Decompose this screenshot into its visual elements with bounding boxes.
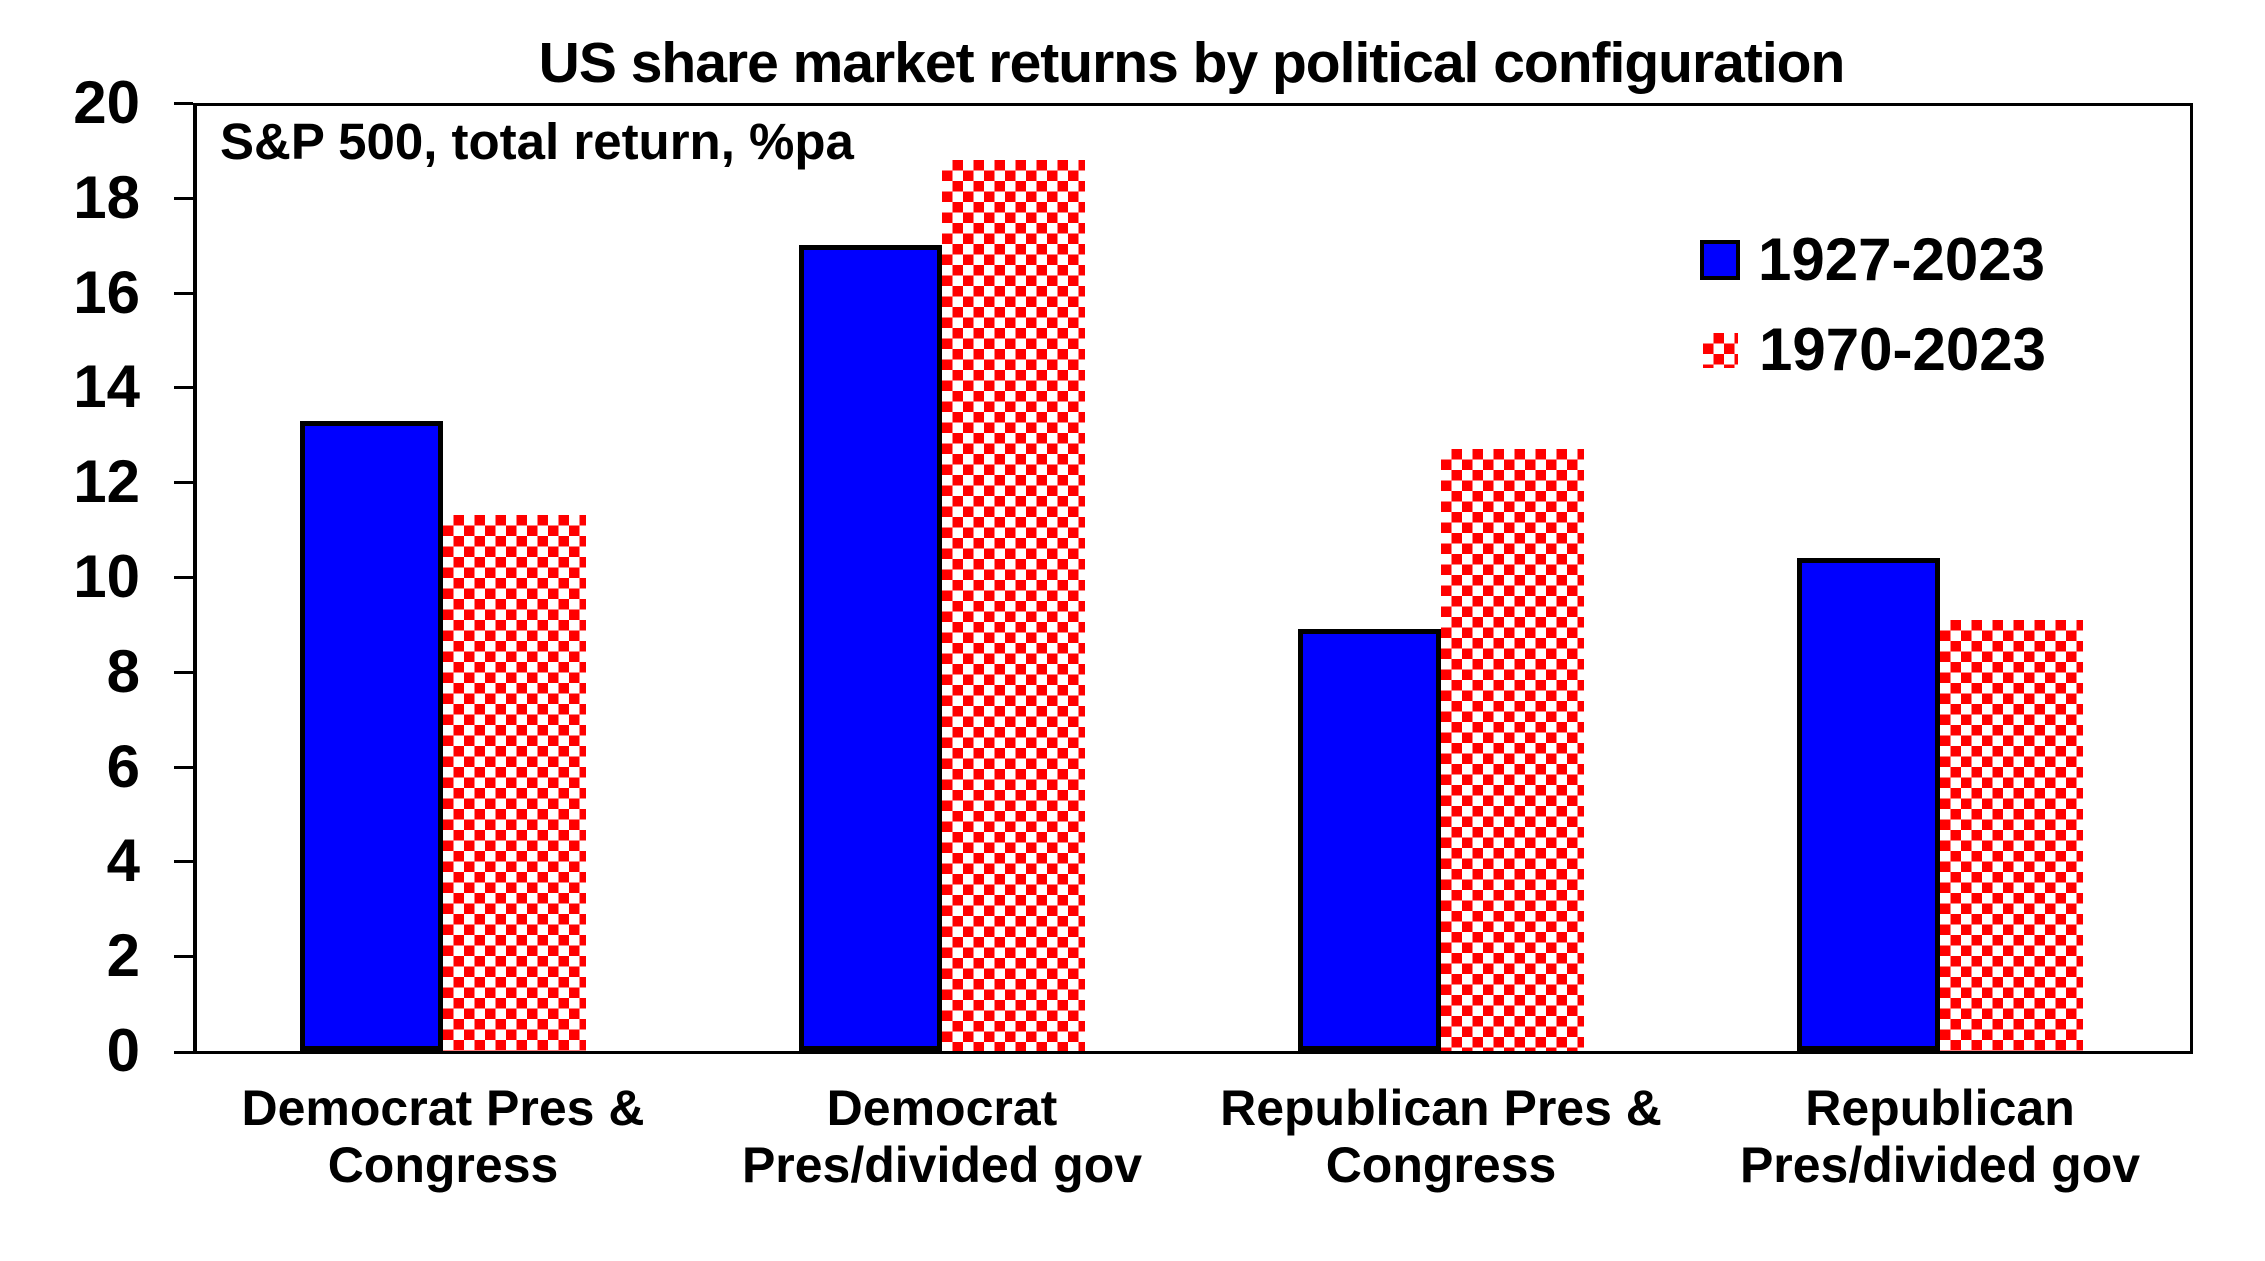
y-tick-label: 0 — [106, 1017, 140, 1084]
x-axis-category-label: Republican Pres & Congress — [1220, 1080, 1662, 1193]
y-tick-mark — [174, 860, 193, 863]
bar-1927-2023-group4 — [1797, 558, 1940, 1051]
bar-1970-2023-group3 — [1441, 449, 1584, 1051]
y-tick-mark — [174, 671, 193, 674]
x-axis-category-label: Republican Pres/divided gov — [1739, 1080, 2141, 1193]
y-tick-label: 6 — [106, 733, 140, 800]
legend-item: 1970-2023 — [1700, 315, 2046, 385]
y-tick-label: 8 — [106, 638, 140, 705]
y-tick-mark — [174, 481, 193, 484]
legend-item: 1927-2023 — [1700, 225, 2045, 295]
y-tick-label: 10 — [73, 543, 140, 610]
legend-label: 1970-2023 — [1759, 316, 2046, 383]
bar-1970-2023-group2 — [942, 160, 1085, 1051]
legend-label: 1927-2023 — [1758, 226, 2045, 293]
y-tick-label: 18 — [73, 164, 140, 231]
bar-1927-2023-group3 — [1298, 629, 1441, 1051]
y-tick-label: 16 — [73, 259, 140, 326]
bar-1927-2023-group1 — [300, 421, 443, 1051]
y-tick-mark — [174, 766, 193, 769]
legend-swatch-solid — [1700, 240, 1740, 280]
x-axis-line — [174, 1051, 2193, 1054]
y-tick-label: 12 — [73, 448, 140, 515]
y-tick-label: 14 — [73, 353, 140, 420]
plot-border-top — [193, 103, 2193, 106]
chart-subtitle: S&P 500, total return, %pa — [220, 113, 854, 170]
y-tick-mark — [174, 292, 193, 295]
bar-1927-2023-group2 — [799, 245, 942, 1051]
x-axis-category-label: Democrat Pres/divided gov — [741, 1080, 1143, 1193]
y-tick-mark — [174, 576, 193, 579]
y-tick-label: 4 — [106, 827, 140, 894]
y-axis-line — [193, 103, 197, 1051]
y-tick-mark — [174, 102, 193, 105]
x-axis-category-label: Democrat Pres & Congress — [241, 1080, 645, 1193]
chart-title: US share market returns by political con… — [538, 31, 1846, 95]
bar-1970-2023-group1 — [443, 515, 586, 1051]
y-tick-label: 2 — [106, 922, 140, 989]
y-tick-mark — [174, 197, 193, 200]
plot-border-right — [2190, 103, 2193, 1054]
y-tick-mark — [174, 955, 193, 958]
y-tick-mark — [174, 386, 193, 389]
y-tick-label: 20 — [73, 69, 140, 136]
bar-1970-2023-group4 — [1940, 620, 2083, 1051]
legend-swatch-checker — [1703, 332, 1738, 368]
